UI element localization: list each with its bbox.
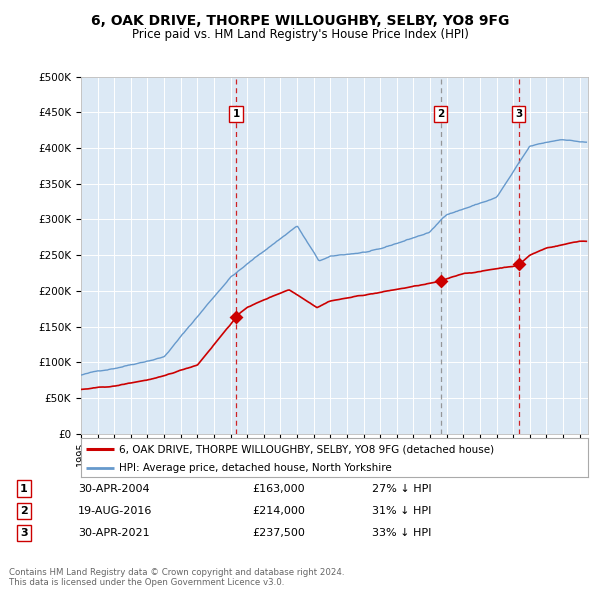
- Text: 3: 3: [20, 529, 28, 538]
- Text: £237,500: £237,500: [252, 529, 305, 538]
- Text: 31% ↓ HPI: 31% ↓ HPI: [372, 506, 431, 516]
- Point: [231, 313, 241, 322]
- Text: Contains HM Land Registry data © Crown copyright and database right 2024.: Contains HM Land Registry data © Crown c…: [9, 568, 344, 577]
- Text: 30-APR-2004: 30-APR-2004: [78, 484, 149, 493]
- Text: £163,000: £163,000: [252, 484, 305, 493]
- Text: 6, OAK DRIVE, THORPE WILLOUGHBY, SELBY, YO8 9FG: 6, OAK DRIVE, THORPE WILLOUGHBY, SELBY, …: [91, 14, 509, 28]
- Text: 3: 3: [515, 109, 523, 119]
- Text: 2: 2: [20, 506, 28, 516]
- Text: This data is licensed under the Open Government Licence v3.0.: This data is licensed under the Open Gov…: [9, 578, 284, 588]
- Text: £214,000: £214,000: [252, 506, 305, 516]
- Text: 19-AUG-2016: 19-AUG-2016: [78, 506, 152, 516]
- Text: 33% ↓ HPI: 33% ↓ HPI: [372, 529, 431, 538]
- Text: HPI: Average price, detached house, North Yorkshire: HPI: Average price, detached house, Nort…: [119, 463, 392, 473]
- Text: 1: 1: [20, 484, 28, 493]
- Text: 30-APR-2021: 30-APR-2021: [78, 529, 149, 538]
- Text: 27% ↓ HPI: 27% ↓ HPI: [372, 484, 431, 493]
- Text: 6, OAK DRIVE, THORPE WILLOUGHBY, SELBY, YO8 9FG (detached house): 6, OAK DRIVE, THORPE WILLOUGHBY, SELBY, …: [119, 444, 494, 454]
- Point: [514, 260, 523, 269]
- Text: Price paid vs. HM Land Registry's House Price Index (HPI): Price paid vs. HM Land Registry's House …: [131, 28, 469, 41]
- Point: [436, 276, 445, 286]
- Text: 1: 1: [232, 109, 240, 119]
- Text: 2: 2: [437, 109, 444, 119]
